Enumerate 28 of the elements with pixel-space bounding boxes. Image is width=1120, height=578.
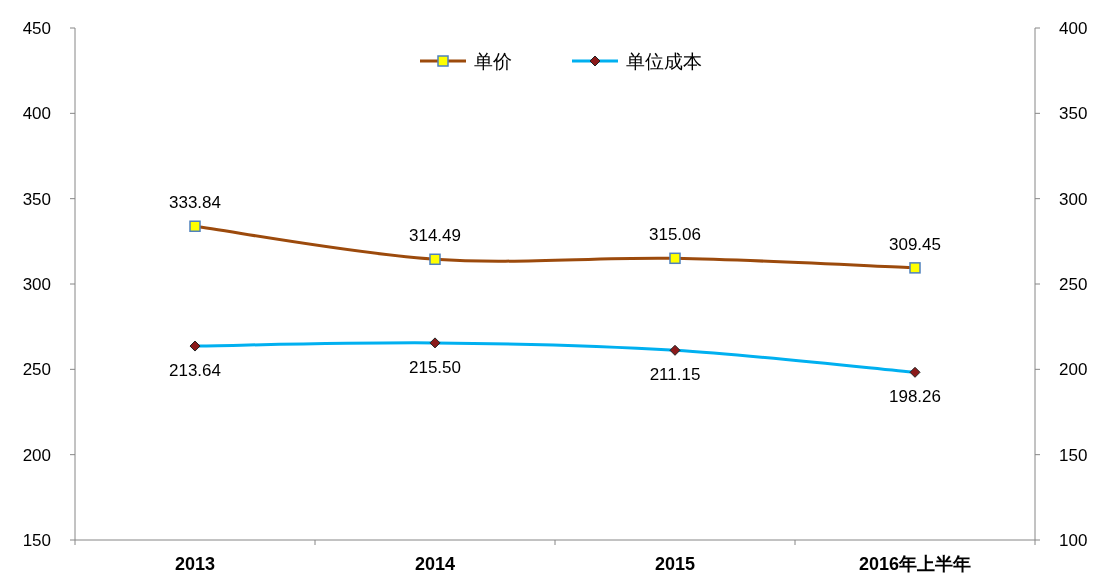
data-label: 211.15 <box>649 365 701 385</box>
y-tick-label: 250 <box>22 360 51 380</box>
y2-tick-label: 150 <box>1059 445 1088 465</box>
data-label: 315.06 <box>649 225 701 245</box>
y-tick-label: 300 <box>22 275 51 294</box>
y2-tick-label: 250 <box>1059 275 1088 294</box>
x-tick-label: 2015 <box>654 554 696 574</box>
x-tick-label: 2016年上半年 <box>858 554 972 574</box>
y-tick-label: 200 <box>22 445 51 465</box>
y2-tick-label: 300 <box>1059 189 1088 209</box>
y-tick-label: 350 <box>22 189 51 209</box>
data-label: 215.50 <box>409 357 461 377</box>
y-tick-label: 400 <box>22 104 51 124</box>
x-tick-label: 2014 <box>414 554 456 574</box>
legend-label: 单价 <box>474 51 512 72</box>
y2-tick-label: 400 <box>1059 19 1088 38</box>
y-tick-label: 150 <box>22 531 51 550</box>
y2-tick-label: 100 <box>1059 531 1088 550</box>
data-label: 198.26 <box>889 387 941 407</box>
data-label: 333.84 <box>169 193 221 213</box>
data-label: 314.49 <box>409 226 461 246</box>
x-tick-label: 2013 <box>174 554 216 574</box>
y-tick-label: 450 <box>22 19 51 38</box>
data-label: 213.64 <box>169 361 221 381</box>
data-label: 309.45 <box>889 234 941 254</box>
legend-label: 单位成本 <box>626 51 702 72</box>
y2-tick-label: 350 <box>1059 104 1088 124</box>
y2-tick-label: 200 <box>1059 360 1088 380</box>
